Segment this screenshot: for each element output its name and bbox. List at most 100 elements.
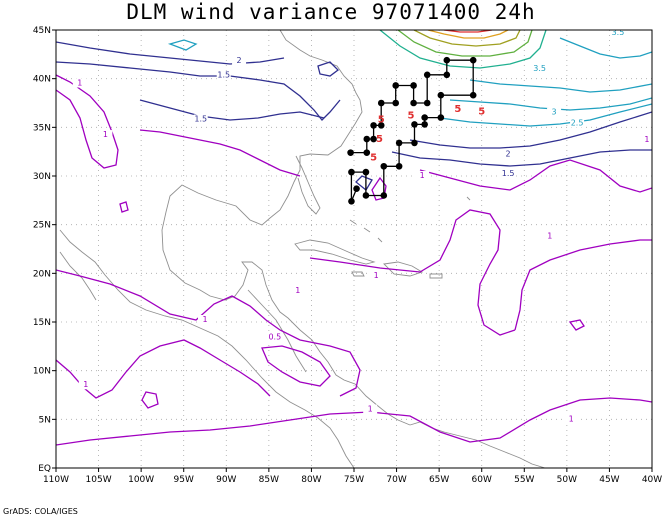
lon-label: 45W	[599, 475, 619, 485]
contour-1-5-north	[56, 61, 341, 121]
contour-label-bg	[363, 404, 378, 414]
lon-label: 100W	[128, 475, 154, 485]
contour-labels: 2 1.5 1.5 1 1 2 1.5 2.5 3.5 3 3.5 1 1 1 1 0.5 1 1 1 1 1	[72, 30, 652, 424]
contour-1-east-pacific	[56, 339, 271, 399]
lat-label: 20N	[33, 269, 51, 279]
track-point	[437, 91, 445, 99]
credit-label: GrADS: COLA/IGES	[3, 507, 78, 516]
contour-label-bg	[193, 114, 208, 124]
contour-label-bg	[639, 134, 652, 144]
lon-label: 105W	[86, 475, 112, 485]
cuba	[294, 239, 376, 265]
track-point	[363, 135, 371, 143]
contour-label: 1	[202, 315, 207, 324]
lat-label: 45N	[33, 26, 51, 36]
contour-label-bg	[78, 380, 93, 390]
contour-4-5	[397, 30, 533, 57]
track-point	[469, 56, 477, 64]
lon-label: 50W	[557, 475, 577, 485]
track-point	[392, 99, 400, 107]
contour-5-5	[427, 30, 509, 39]
track-point	[392, 82, 400, 89]
contour-label-bg	[198, 315, 212, 324]
north-america-east-coast	[161, 30, 411, 426]
track-point	[443, 56, 451, 64]
lon-label: 70W	[386, 475, 406, 485]
track-point	[443, 71, 451, 79]
lon-label: 85W	[259, 475, 279, 485]
contour-label: 2	[506, 150, 511, 159]
red-track-label: 5	[408, 111, 415, 122]
south-america-north-coast	[409, 421, 546, 468]
lon-label: 75W	[344, 475, 364, 485]
red-track-label: 5	[478, 107, 485, 118]
track-point	[395, 139, 403, 147]
track-point	[421, 121, 428, 128]
contour-label: 1	[547, 231, 552, 240]
contour-label-bg	[415, 170, 430, 180]
map-title: DLM wind variance 97071400 24h	[126, 0, 536, 24]
track-point	[370, 135, 377, 143]
track-point	[362, 168, 370, 176]
red-track-label: 5	[378, 114, 385, 125]
contour-1-central-atlantic	[419, 159, 652, 193]
lon-label: 60W	[472, 475, 492, 485]
contour-6	[443, 30, 493, 33]
track-point	[423, 99, 431, 107]
track-point	[362, 192, 370, 199]
contour-label-bg	[564, 414, 579, 424]
track-point	[348, 198, 355, 205]
lon-label: 80W	[301, 475, 321, 485]
contour-1-tropical-atlantic	[514, 239, 652, 331]
red-track-labels: 5 5 5 5 5 5	[370, 104, 485, 164]
contour-label: 1	[368, 405, 373, 414]
track-point	[377, 122, 385, 129]
track-point	[380, 192, 388, 199]
red-track-label: 5	[454, 104, 461, 115]
track-point	[363, 149, 371, 156]
lat-label: 25N	[33, 221, 51, 231]
contour-2-loop-north-pacific	[317, 61, 339, 77]
puerto-rico	[429, 273, 443, 279]
lat-label: EQ	[38, 464, 51, 474]
contour-label: 1	[569, 414, 574, 423]
bermuda	[466, 196, 471, 201]
lon-label: 90W	[216, 475, 236, 485]
contour-1-5-east	[391, 149, 652, 167]
contour-3-5-ne	[559, 37, 652, 59]
track-point	[411, 121, 418, 128]
lat-label: 15N	[33, 318, 51, 328]
contour-3-5	[469, 79, 652, 93]
contour-label-bg	[547, 107, 562, 117]
contour-1-small-loop-west	[119, 201, 129, 213]
contour-1-5-midwest	[139, 99, 325, 121]
contour-2-north	[56, 41, 285, 65]
contour-label: 3	[552, 108, 557, 117]
contour-label-bg	[532, 63, 547, 73]
contour-label-bg	[369, 271, 384, 281]
lat-lon-grid	[56, 30, 652, 468]
contour-label: 2	[237, 56, 242, 65]
contour-label: 0.5	[268, 333, 281, 342]
track-point	[421, 114, 428, 121]
longitude-labels: 110W 105W 100W 95W 90W 85W 80W 75W 70W 65W 60W 55W 5…	[43, 468, 662, 485]
contour-1-gulf-mexico	[56, 269, 361, 397]
contour-1-great-plains	[139, 129, 301, 177]
lat-label: 5N	[39, 415, 51, 425]
contour-label-bg	[610, 30, 625, 37]
baja-california	[59, 251, 97, 301]
track-point	[437, 114, 445, 121]
contour-label: 1	[77, 78, 82, 87]
contour-label-bg	[232, 56, 247, 66]
storm-track-points	[347, 56, 477, 205]
contour-1-south	[56, 397, 652, 446]
track-point	[410, 99, 417, 107]
contour-1-caribbean-arc	[309, 209, 516, 336]
track-point	[395, 162, 403, 170]
variance-contours	[56, 30, 652, 446]
contour-label-bg	[216, 70, 231, 80]
contour-4	[379, 30, 547, 69]
contour-label: 1	[420, 171, 425, 180]
red-track-label: 5	[370, 152, 377, 163]
lon-label: 110W	[43, 475, 69, 485]
